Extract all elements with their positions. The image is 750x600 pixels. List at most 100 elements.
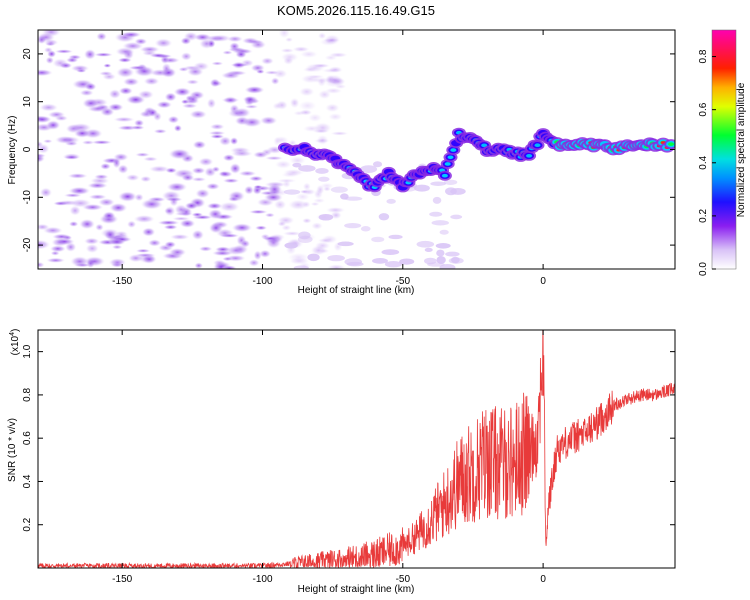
noise-blob — [113, 116, 135, 123]
noise-blob — [143, 156, 159, 162]
snr-ylabel: SNR (10 * v/v) — [7, 418, 18, 482]
noise-blob — [192, 140, 207, 150]
noise-blob — [280, 48, 295, 53]
noise-blob — [322, 186, 332, 192]
noise-blob — [83, 256, 106, 267]
noise-blob — [222, 154, 236, 162]
noise-blob — [209, 123, 225, 130]
colorbar-tick-label: 0.2 — [698, 209, 709, 223]
noise-blob — [164, 92, 177, 102]
noise-blob — [267, 183, 283, 195]
noise-blob — [81, 140, 95, 145]
noise-blob — [126, 220, 137, 229]
noise-blob — [108, 238, 126, 246]
signal-blob-core — [668, 142, 675, 146]
noise-blob — [360, 165, 378, 173]
noise-blob — [280, 172, 300, 178]
noise-blob — [117, 164, 129, 174]
noise-blob — [443, 179, 458, 185]
noise-blob — [298, 100, 317, 111]
noise-blob — [52, 58, 69, 68]
noise-blob — [319, 38, 338, 46]
noise-blob — [378, 213, 390, 221]
noise-blob — [289, 156, 306, 165]
noise-blob — [180, 99, 190, 105]
noise-blob — [299, 50, 319, 59]
noise-blob — [108, 258, 127, 267]
noise-blob — [327, 254, 345, 262]
noise-blob — [300, 74, 320, 84]
noise-blob — [133, 214, 155, 223]
signal-blob-core — [447, 155, 454, 160]
noise-blob — [330, 131, 349, 136]
noise-blob — [229, 42, 240, 51]
noise-blob — [386, 198, 396, 204]
noise-blob — [50, 250, 60, 256]
noise-blob — [125, 174, 140, 182]
noise-blob — [181, 103, 198, 109]
noise-blob — [93, 174, 109, 180]
signal-blob-core — [534, 143, 541, 148]
noise-blob — [211, 166, 221, 173]
noise-blob — [68, 221, 79, 227]
noise-blob — [344, 222, 362, 229]
noise-blob — [96, 32, 107, 41]
noise-blob — [84, 82, 97, 91]
noise-blob — [242, 95, 259, 103]
noise-blob — [208, 130, 226, 136]
noise-blob — [327, 264, 346, 269]
noise-blob — [42, 139, 53, 144]
noise-blob — [330, 186, 348, 193]
snr-frame — [37, 329, 676, 569]
noise-blob — [39, 187, 53, 198]
spectrogram-ytick-label: 20 — [22, 48, 33, 60]
noise-blob — [153, 111, 162, 122]
spectrogram-heatmap — [38, 30, 675, 269]
noise-blob — [298, 165, 316, 172]
snr-xlabel: Height of straight line (km) — [298, 584, 415, 595]
noise-blob — [69, 205, 81, 216]
signal-blob-core — [481, 143, 488, 148]
noise-blob — [137, 90, 154, 100]
noise-blob — [324, 54, 338, 61]
noise-blob — [292, 46, 310, 53]
noise-blob — [198, 157, 214, 167]
noise-blob — [163, 224, 178, 230]
noise-blob — [311, 222, 323, 230]
noise-blob — [191, 177, 207, 182]
noise-blob — [319, 182, 334, 189]
noise-blob — [134, 193, 144, 202]
noise-blob — [70, 256, 89, 267]
noise-blob — [208, 222, 224, 234]
noise-blob — [38, 143, 50, 154]
noise-blob — [121, 31, 142, 38]
noise-blob — [250, 40, 267, 50]
noise-blob — [205, 182, 220, 190]
colorbar-label: Normalized spectral amplitude — [736, 82, 747, 217]
noise-blob — [324, 77, 343, 88]
noise-blob — [240, 239, 251, 248]
noise-blob — [264, 212, 275, 218]
noise-blob — [85, 243, 99, 254]
noise-blob — [264, 156, 284, 161]
noise-blob — [360, 226, 371, 232]
noise-blob — [287, 252, 310, 262]
noise-blob — [207, 39, 216, 48]
noise-blob — [128, 65, 147, 71]
noise-blob — [221, 265, 237, 269]
noise-blob — [43, 47, 53, 53]
noise-blob — [82, 98, 100, 109]
noise-blob — [384, 261, 403, 268]
noise-blob — [274, 160, 292, 169]
snr-panel: -150 -100 -50 0 0.2 0.4 0.6 0.8 1.0 Height of st… — [7, 329, 676, 595]
noise-blob — [284, 242, 298, 249]
noise-blob — [113, 153, 129, 162]
noise-blob — [318, 89, 332, 100]
noise-blob — [254, 225, 268, 231]
noise-blob — [371, 236, 385, 243]
colorbar-ticks: 0.0 0.2 0.4 0.6 0.8 — [698, 49, 716, 276]
noise-blob — [156, 101, 172, 109]
noise-blob — [172, 216, 191, 221]
noise-blob — [218, 201, 240, 212]
noise-blob — [278, 30, 291, 39]
